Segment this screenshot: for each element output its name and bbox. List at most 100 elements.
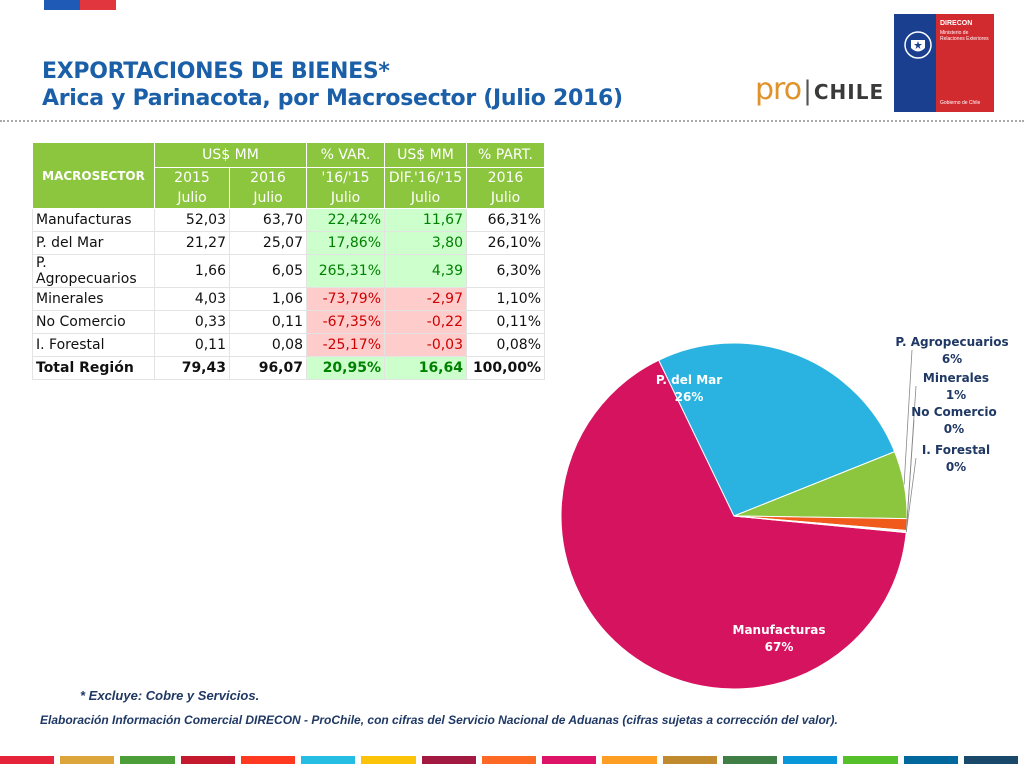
pie-slice-p-agropecuarios [733, 451, 908, 520]
color-bar-segment [602, 756, 657, 764]
color-bar-segment [662, 756, 717, 764]
cell-v2015: 1,66 [154, 254, 230, 288]
cell-dif: 3,80 [384, 231, 467, 255]
cell-name: P. del Mar [32, 231, 155, 255]
table-row: Manufacturas 52,03 63,70 22,42% 11,67 66,31% [32, 208, 545, 232]
cell-name: I. Forestal [32, 333, 155, 357]
pie-label-no-comercio: No Comercio 0% [911, 404, 997, 438]
table-body: Manufacturas 52,03 63,70 22,42% 11,67 66,31% P… [32, 208, 545, 380]
cell-v2016: 0,11 [229, 310, 307, 334]
pie-label-percent: 0% [943, 422, 965, 436]
cell-dif: -0,22 [384, 310, 467, 334]
cell-v2015: 52,03 [154, 208, 230, 232]
cell-name: Manufacturas [32, 208, 155, 232]
header-dif-month: Julio [410, 190, 441, 206]
cell-part: 6,30% [466, 254, 545, 288]
header-dif-period-text: DIF.'16/'15 [388, 170, 463, 186]
direcon-footer: Gobierno de Chile [940, 100, 981, 106]
header-2015-month: Julio [177, 190, 207, 206]
coat-of-arms-icon [904, 31, 932, 59]
header-pct-var: % VAR. [306, 142, 385, 168]
table-row: I. Forestal 0,11 0,08 -25,17% -0,03 0,08% [32, 333, 545, 357]
cell-part: 1,10% [466, 287, 545, 311]
header-pct-part: % PART. [466, 142, 545, 168]
color-bar-segment [60, 756, 115, 764]
title-line-2: Arica y Parinacota, por Macrosector (Jul… [42, 86, 623, 111]
header-usd-mm-dif: US$ MM [384, 142, 467, 168]
cell-var: -67,35% [306, 310, 385, 334]
cell-var: 20,95% [306, 356, 385, 380]
color-bar-segment [843, 756, 898, 764]
pie-leader-line [905, 457, 917, 533]
prochile-logo-chile: CHILE [813, 80, 885, 104]
cell-v2016: 1,06 [229, 287, 307, 311]
header-2015: 2015 Julio [154, 167, 230, 209]
title-line-1: EXPORTACIONES DE BIENES* [42, 59, 390, 84]
prochile-logo-pro: pro [755, 72, 802, 107]
cell-dif: 16,64 [384, 356, 467, 380]
pie-slice-p-del-mar [658, 342, 896, 517]
pie-slice-i-forestal [733, 515, 907, 534]
cell-dif: -2,97 [384, 287, 467, 311]
color-bar-segment [481, 756, 537, 764]
pie-label-manufacturas: Manufacturas 67% [733, 622, 826, 656]
cell-v2015: 0,11 [154, 333, 230, 357]
cell-dif: 11,67 [384, 208, 467, 232]
cell-part: 0,08% [466, 333, 545, 357]
bottom-color-bar [0, 756, 1024, 764]
header-macrosector: MACROSECTOR [32, 142, 155, 209]
cell-var: 17,86% [306, 231, 385, 255]
pie-leader-lines [903, 349, 917, 533]
cell-v2015: 21,27 [154, 231, 230, 255]
color-bar-segment [240, 756, 296, 764]
direcon-logo: DIRECON Ministerio de Relaciones Exterio… [894, 14, 994, 112]
color-bar-segment [722, 756, 778, 764]
color-bar-segment [361, 756, 416, 764]
table-row: No Comercio 0,33 0,11 -67,35% -0,22 0,11% [32, 310, 545, 334]
color-bar-segment [120, 756, 175, 764]
cell-v2016: 96,07 [229, 356, 307, 380]
header-2016: 2016 Julio [229, 167, 307, 209]
flag-blue-block [44, 0, 80, 10]
header-var-month: Julio [330, 190, 361, 206]
pie-slices [560, 342, 908, 690]
header-2016-month: Julio [253, 190, 283, 206]
header-part-year-text: 2016 [487, 170, 524, 186]
cell-part: 66,31% [466, 208, 545, 232]
cell-part: 26,10% [466, 231, 545, 255]
color-bar-segment [903, 756, 958, 764]
pie-label-i-forestal: I. Forestal 0% [922, 442, 990, 476]
pie-slice-no-comercio [733, 515, 907, 533]
cell-var: 265,31% [306, 254, 385, 288]
pie-label-minerales: Minerales 1% [923, 370, 989, 404]
color-bar-segment [542, 756, 597, 764]
prochile-logo: pro| CHILE [755, 72, 885, 107]
pie-label-percent: 0% [945, 460, 967, 474]
cell-var: 22,42% [306, 208, 385, 232]
cell-v2016: 63,70 [229, 208, 307, 232]
cell-name: Minerales [32, 287, 155, 311]
cell-v2015: 79,43 [154, 356, 230, 380]
pie-label-percent: 67% [764, 640, 794, 654]
pie-label-category: I. Forestal [921, 443, 991, 457]
pie-label-category: No Comercio [911, 405, 997, 419]
pie-label-category: P. Agropecuarios [895, 335, 1009, 349]
pie-label-category: P. del Mar [655, 373, 723, 387]
header-2016-year: 2016 [250, 170, 286, 186]
direcon-red-panel [936, 14, 994, 112]
header-part-year: 2016 Julio [466, 167, 545, 209]
cell-part: 0,11% [466, 310, 545, 334]
direcon-subtitle: Ministerio de Relaciones Exteriores [940, 30, 989, 42]
cell-v2015: 0,33 [154, 310, 230, 334]
color-bar-segment [421, 756, 476, 764]
color-bar-segment [783, 756, 838, 764]
header-dif-period: DIF.'16/'15 Julio [384, 167, 467, 209]
table-total-row: Total Región 79,43 96,07 20,95% 16,64 100,00% [32, 356, 545, 380]
cell-dif: -0,03 [384, 333, 467, 357]
cell-v2016: 25,07 [229, 231, 307, 255]
pie-leader-line [905, 419, 915, 532]
header-2015-year: 2015 [174, 170, 210, 186]
cell-var: -73,79% [306, 287, 385, 311]
